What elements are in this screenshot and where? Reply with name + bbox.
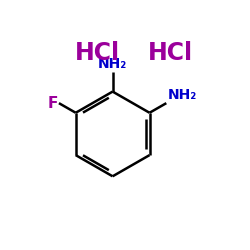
Text: HCl: HCl: [74, 41, 120, 65]
Text: NH₂: NH₂: [98, 58, 127, 71]
Text: HCl: HCl: [148, 41, 193, 65]
Text: NH₂: NH₂: [167, 88, 196, 102]
Text: F: F: [48, 96, 58, 111]
